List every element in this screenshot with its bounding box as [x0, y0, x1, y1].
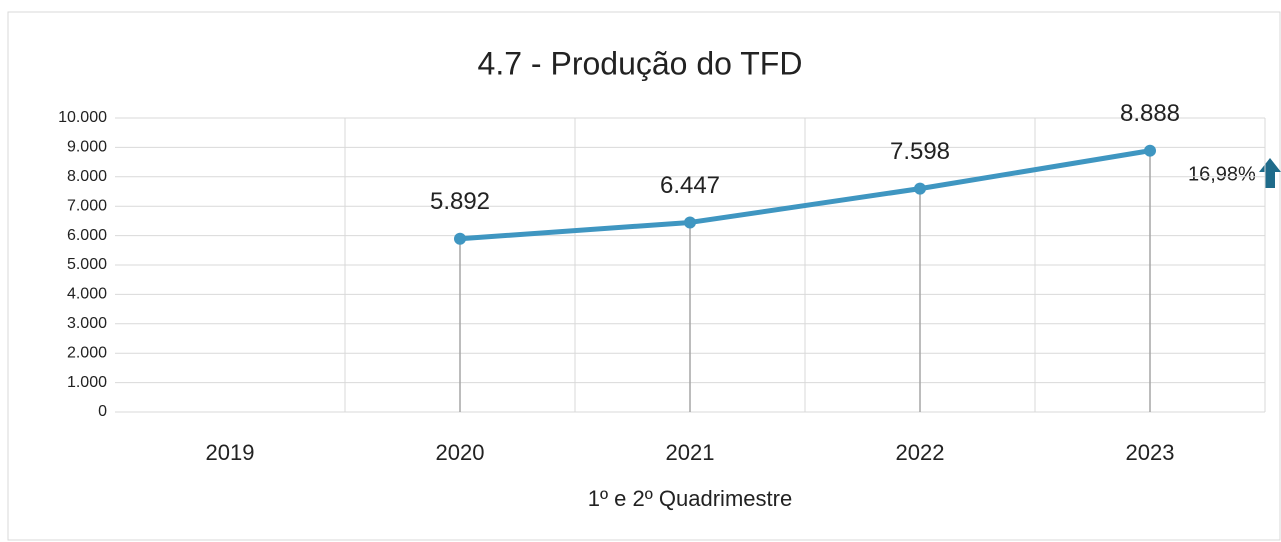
x-tick-label: 2022 [896, 440, 945, 465]
y-tick-label: 4.000 [67, 286, 107, 303]
y-tick-label: 8.000 [67, 168, 107, 185]
line [459, 148, 1151, 242]
data-label: 7.598 [890, 138, 950, 165]
y-tick-label: 9.000 [67, 139, 107, 156]
y-tick-label: 3.000 [67, 315, 107, 332]
x-tick-label: 2021 [666, 440, 715, 465]
y-tick-label: 10.000 [58, 109, 107, 126]
chart-title: 4.7 - Produção do TFD [478, 45, 803, 81]
x-tick-label: 2020 [436, 440, 485, 465]
point [1144, 144, 1156, 157]
data-label: 6.447 [660, 172, 720, 199]
x-tick-label: 2023 [1126, 440, 1175, 465]
y-tick-label: 0 [98, 403, 107, 420]
x-axis-label: 1º e 2º Quadrimestre [588, 486, 792, 511]
annotation: 16,98% [1188, 163, 1256, 185]
point [454, 232, 466, 245]
chart-border [7, 11, 1281, 541]
point [914, 182, 926, 195]
y-tick-label: 7.000 [67, 197, 107, 214]
y-tick-label: 5.000 [67, 256, 107, 273]
point [684, 216, 696, 229]
y-tick-label: 6.000 [67, 227, 107, 244]
x-tick-label: 2019 [206, 440, 255, 465]
data-label: 8.888 [1120, 100, 1180, 127]
data-label: 5.892 [430, 188, 490, 215]
y-tick-label: 2.000 [67, 344, 107, 361]
y-tick-label: 1.000 [67, 374, 107, 391]
